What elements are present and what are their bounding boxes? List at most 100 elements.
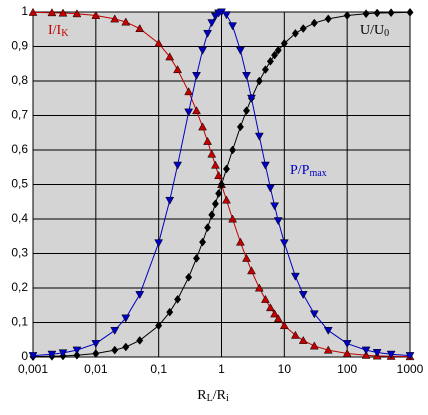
data-point [261,65,269,75]
data-point [173,161,183,170]
data-point [279,239,289,248]
data-point [215,189,223,198]
y-tick-label: 1 [21,4,28,18]
data-point [154,38,164,47]
data-point [135,24,145,33]
y-tick-label: 0,7 [11,108,28,122]
series-label-part: K [61,28,69,39]
data-point [166,307,174,317]
data-point [291,28,299,38]
data-point [91,340,101,349]
data-point [92,349,100,358]
data-point [260,294,270,303]
data-point [405,352,415,361]
data-point [136,336,144,345]
y-tick-label: 0,4 [11,211,28,225]
data-point [208,210,216,220]
data-point [271,50,279,60]
data-point [110,326,120,335]
y-tick-label: 0,9 [11,39,28,53]
data-point [228,214,237,223]
y-tick-label: 0,1 [11,315,28,329]
data-point [229,145,237,155]
data-point [270,309,280,318]
data-point [298,335,308,344]
y-tick-label: 0,6 [11,142,28,156]
y-tick-label: 0,5 [11,177,28,191]
data-point [323,345,333,354]
data-point [222,195,231,204]
data-point [310,18,318,28]
data-point [174,294,182,304]
data-point [207,19,217,28]
data-point [111,345,119,355]
data-point [192,106,201,115]
data-point [28,7,38,16]
x-tick-label: 1000 [397,362,424,376]
data-point [274,45,282,55]
data-point [165,196,175,205]
series-label: P/Pmax [290,163,327,179]
data-point [222,11,231,20]
data-point [154,239,164,248]
data-point [362,9,370,19]
data-point [211,199,219,209]
data-point [203,136,212,145]
data-point [255,76,263,86]
data-point [247,94,256,103]
data-point [199,237,207,247]
data-point [184,87,194,96]
data-point [260,161,270,170]
data-point [192,253,201,263]
x-axis-label-part: /R [213,388,227,403]
data-point [254,132,264,141]
data-point [373,8,381,18]
data-point [207,149,217,158]
data-point [72,9,82,18]
data-point [173,65,183,74]
y-tick-label: 0,8 [11,73,28,87]
data-point [266,56,274,66]
data-point [342,349,352,357]
series-label: U/U0 [360,23,389,39]
data-point [47,350,57,359]
x-axis-label-part: R [197,388,207,403]
data-point [386,350,396,359]
data-point [309,310,319,319]
data-point [299,24,307,33]
data-point [406,7,414,17]
x-tick-label: 1 [218,362,225,376]
y-tick-label: 0,3 [11,246,28,260]
data-point [298,291,308,300]
data-point [309,341,319,350]
data-point [185,272,193,282]
data-point [228,22,237,31]
data-point [72,346,82,355]
data-point [343,11,351,20]
data-point [91,10,101,19]
data-point [217,180,226,189]
data-point [242,253,251,262]
data-point [273,314,283,323]
data-point [342,340,352,349]
data-point [235,46,245,55]
data-point [265,184,275,193]
data-point [279,321,289,330]
data-point [198,46,208,55]
data-point [28,352,38,361]
y-tick-label: 0 [21,349,28,363]
data-point [204,223,212,233]
data-point [242,72,251,80]
data-point [121,314,131,323]
x-axis-label-part: L [207,393,213,404]
data-point [236,122,244,132]
series-label: I/IK [48,23,69,39]
data-point [198,122,208,131]
data-point [184,108,194,117]
x-tick-label: 100 [337,362,357,376]
data-point [247,266,256,275]
data-point [290,272,300,281]
data-point [135,291,145,300]
data-point [110,14,120,23]
